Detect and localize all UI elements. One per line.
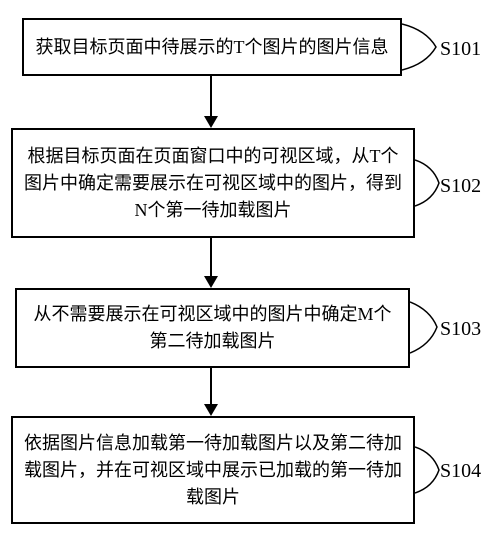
- flowchart-node-2: 根据目标页面在页面窗口中的可视区域，从T个图片中确定需要展示在可视区域中的图片，…: [11, 128, 415, 238]
- arrow-2: [204, 238, 218, 288]
- connector-curve-4: [415, 445, 443, 495]
- connector-curve-1: [402, 22, 442, 72]
- flowchart-node-1: 获取目标页面中待展示的T个图片的图片信息: [22, 18, 402, 76]
- flowchart-node-3: 从不需要展示在可视区域中的图片中确定M个第二待加载图片: [15, 288, 410, 368]
- step-label-2: S102: [440, 175, 481, 198]
- connector-curve-2: [415, 158, 443, 208]
- node-3-text: 从不需要展示在可视区域中的图片中确定M个第二待加载图片: [27, 301, 398, 355]
- step-label-4: S104: [440, 460, 481, 483]
- node-2-text: 根据目标页面在页面窗口中的可视区域，从T个图片中确定需要展示在可视区域中的图片，…: [23, 143, 403, 224]
- arrow-3: [204, 368, 218, 416]
- step-label-1: S101: [440, 38, 481, 61]
- arrow-1: [204, 76, 218, 128]
- step-label-3: S103: [440, 318, 481, 341]
- flowchart-node-4: 依据图片信息加载第一待加载图片以及第二待加载图片，并在可视区域中展示已加载的第一…: [11, 416, 415, 524]
- node-1-text: 获取目标页面中待展示的T个图片的图片信息: [36, 34, 389, 61]
- flowchart-container: 获取目标页面中待展示的T个图片的图片信息 S101 根据目标页面在页面窗口中的可…: [0, 0, 500, 536]
- connector-curve-3: [410, 300, 442, 355]
- node-4-text: 依据图片信息加载第一待加载图片以及第二待加载图片，并在可视区域中展示已加载的第一…: [23, 430, 403, 511]
